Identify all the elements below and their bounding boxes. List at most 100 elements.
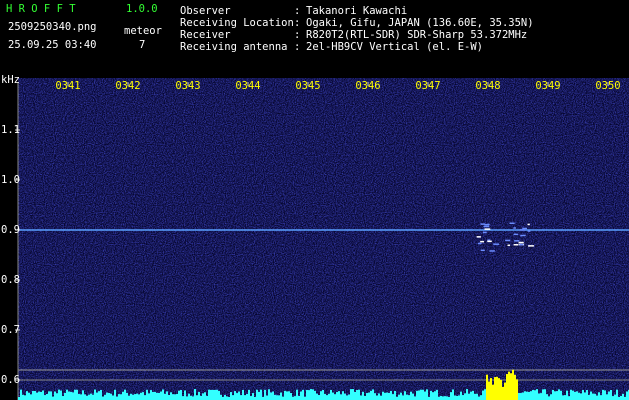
spectrum-bar [526, 391, 528, 400]
spectrogram-noise [18, 78, 629, 400]
echo [509, 222, 515, 224]
echo [476, 236, 481, 238]
spectrum-bar [200, 395, 202, 400]
spectrum-bar [502, 386, 504, 400]
filename: 2509250340.png [8, 21, 97, 33]
spectrum-bar [268, 389, 270, 400]
echo [484, 223, 490, 226]
y-tick-label: 0.9 [1, 224, 20, 236]
spectrum-bar [614, 394, 616, 400]
spectrum-bar [624, 396, 626, 400]
spectrum-bar [316, 393, 318, 400]
spectrum-bar [364, 395, 366, 400]
spectrum-bar [494, 377, 496, 400]
spectrum-bar [382, 391, 384, 400]
spectrum-bar [352, 389, 354, 400]
spectrum-bar [348, 394, 350, 400]
spectrum-bar [326, 395, 328, 400]
spectrum-bar [314, 390, 316, 400]
spectrum-bar [264, 389, 266, 400]
echo [514, 240, 520, 242]
spectrum-bar [594, 393, 596, 400]
spectrum-bar [602, 389, 604, 400]
spectrum-bar [214, 389, 216, 400]
spectrum-bar [466, 389, 468, 400]
spectrum-bar [70, 391, 72, 400]
spectrum-bar [178, 390, 180, 400]
spectrum-bar [140, 392, 142, 400]
echo [507, 244, 511, 247]
spectrum-bar [66, 389, 68, 400]
spectrum-bar [548, 396, 550, 400]
spectrum-bar [344, 393, 346, 400]
echo [513, 233, 518, 236]
spectrum-bar [562, 395, 564, 400]
spectrum-bar [334, 394, 336, 400]
spectrum-bar [490, 378, 492, 400]
spectrum-bar [126, 392, 128, 400]
spectrum-bar [380, 395, 382, 400]
spectrum-bar [84, 394, 86, 400]
spectrum-bar [576, 391, 578, 400]
spectrum-bar [532, 389, 534, 400]
spectrum-bar [422, 389, 424, 400]
spectrum-bar [420, 389, 422, 400]
spectrum-bar [386, 392, 388, 400]
spectrum-bar [472, 390, 474, 400]
spectrum-bar [620, 395, 622, 400]
spectrum-bar [618, 396, 620, 400]
spectrum-bar [256, 389, 258, 400]
spectrum-bar [62, 396, 64, 400]
spectrum-bar [18, 396, 20, 400]
spectrum-bar [392, 394, 394, 400]
spectrum-bar [554, 391, 556, 400]
echo [487, 239, 491, 241]
spectrum-bar [616, 389, 618, 400]
info-label: Receiving antenna [180, 41, 287, 53]
spectrum-bar [306, 389, 308, 400]
spectrum-bar [226, 396, 228, 400]
spectrum-bar [110, 393, 112, 400]
spectrum-bar [378, 393, 380, 400]
spectrum-bar [106, 392, 108, 400]
spectrum-bar [368, 392, 370, 400]
echo [527, 223, 530, 226]
info-value: R820T2(RTL-SDR) SDR-Sharp 53.372MHz [306, 29, 527, 41]
spectrum-bar [504, 382, 506, 400]
spectrum-bar [390, 390, 392, 400]
spectrum-bar [184, 390, 186, 400]
y-tick-label: 0.7 [1, 324, 20, 336]
spectrum-bar [42, 390, 44, 400]
spectrum-bar [36, 392, 38, 400]
spectrum-bar [610, 389, 612, 400]
spectrum-bar [484, 389, 486, 400]
spectrum-bar [150, 390, 152, 400]
spectrum-bar [444, 396, 446, 400]
info-separator: : [294, 5, 300, 17]
spectrum-bar [318, 395, 320, 400]
spectrum-bar [230, 392, 232, 400]
spectrum-bar [122, 391, 124, 400]
spectrum-bar [72, 392, 74, 400]
spectrum-bar [534, 390, 536, 400]
spectrum-bar [436, 389, 438, 400]
spectrum-bar [30, 394, 32, 400]
spectrum-bar [360, 395, 362, 400]
spectrum-bar [566, 390, 568, 400]
info-separator: : [294, 41, 300, 53]
spectrum-bar [476, 393, 478, 400]
spectrum-bar [86, 395, 88, 400]
spectrum-bar [456, 395, 458, 400]
spectrum-bar [52, 396, 54, 400]
spectrum-bar [292, 396, 294, 400]
spectrum-bar [432, 392, 434, 400]
echo [513, 244, 519, 246]
spectrum-bar [254, 396, 256, 400]
spectrum-bar [468, 393, 470, 400]
spectrum-bar [148, 393, 150, 400]
spectrum-bar [404, 391, 406, 400]
echo [527, 230, 531, 232]
spectrum-bar [568, 396, 570, 400]
spectrum-bar [102, 396, 104, 400]
spectrum-bar [124, 389, 126, 400]
